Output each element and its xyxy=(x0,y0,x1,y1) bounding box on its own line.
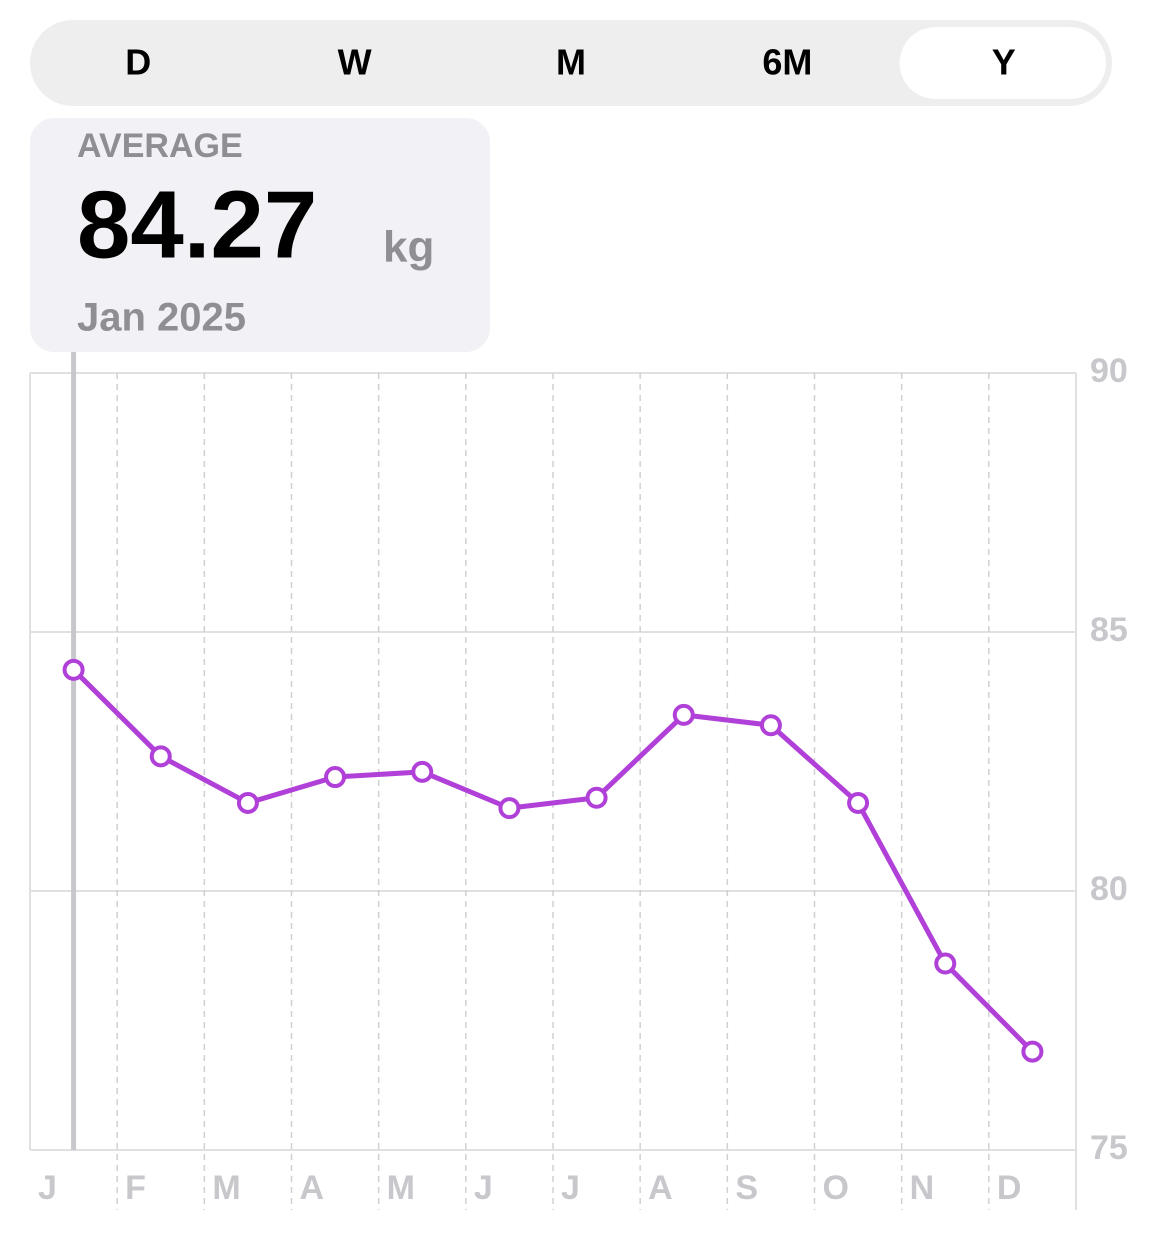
tab-selected[interactable] xyxy=(899,27,1106,99)
point[interactable] xyxy=(236,791,259,814)
x-tick-label: M xyxy=(387,1169,415,1207)
x-tick-label: F xyxy=(125,1169,146,1207)
x-tick-label: J xyxy=(474,1169,493,1207)
y-tick-label: 85 xyxy=(1090,611,1128,649)
segmented-control xyxy=(30,20,1112,106)
y-tick-label: 75 xyxy=(1090,1129,1128,1167)
point[interactable] xyxy=(1021,1040,1044,1063)
y-tick-label: 80 xyxy=(1090,870,1128,908)
point[interactable] xyxy=(324,766,347,789)
point[interactable] xyxy=(585,786,608,809)
x-tick-label: J xyxy=(561,1169,580,1207)
line xyxy=(71,668,1035,1054)
callout-value: 84.27 xyxy=(77,171,317,278)
tab-label[interactable]: Y xyxy=(992,42,1016,83)
point[interactable] xyxy=(411,760,434,783)
x-tick-label: O xyxy=(823,1169,849,1207)
x-tick-label: N xyxy=(910,1169,935,1207)
tab-label[interactable]: W xyxy=(338,42,372,83)
x-tick-label: M xyxy=(212,1169,240,1207)
point[interactable] xyxy=(149,745,172,768)
point[interactable] xyxy=(847,791,870,814)
point[interactable] xyxy=(759,714,782,737)
callout-label: AVERAGE xyxy=(77,127,243,165)
point[interactable] xyxy=(934,952,957,975)
x-tick-label: A xyxy=(300,1169,325,1207)
point[interactable] xyxy=(62,658,85,681)
y-tick-label: 90 xyxy=(1090,352,1128,390)
point[interactable] xyxy=(672,703,695,726)
x-tick-label: J xyxy=(38,1169,57,1207)
point[interactable] xyxy=(498,797,521,820)
x-tick-label: D xyxy=(997,1169,1022,1207)
callout-date: Jan 2025 xyxy=(77,296,246,340)
tab-label[interactable]: 6M xyxy=(762,42,812,83)
x-tick-label: A xyxy=(648,1169,673,1207)
callout-box xyxy=(30,118,490,352)
callout-unit: kg xyxy=(383,223,434,272)
tab-label[interactable]: D xyxy=(125,42,151,83)
x-tick-label: S xyxy=(735,1169,758,1207)
tab-label[interactable]: M xyxy=(556,42,586,83)
